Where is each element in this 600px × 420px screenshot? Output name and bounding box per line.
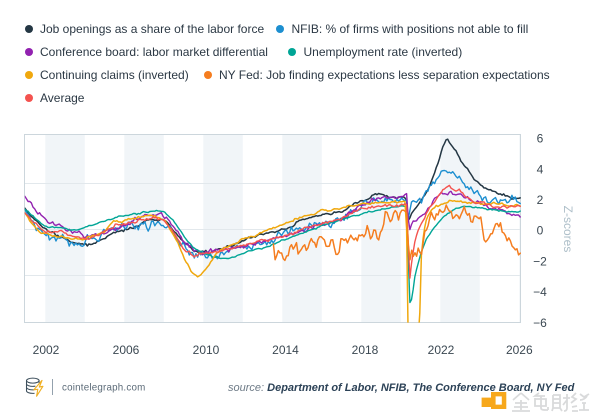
svg-text:2014: 2014 (272, 343, 299, 357)
svg-text:0: 0 (537, 224, 544, 238)
svg-text:2018: 2018 (352, 343, 379, 357)
svg-text:2026: 2026 (506, 343, 533, 357)
svg-text:6: 6 (537, 132, 544, 146)
svg-text:2022: 2022 (428, 343, 455, 357)
svg-text:4: 4 (537, 162, 544, 176)
svg-text:−6: −6 (533, 316, 547, 330)
svg-text:−2: −2 (533, 254, 547, 268)
svg-text:2002: 2002 (33, 343, 60, 357)
svg-text:2010: 2010 (193, 343, 220, 357)
svg-text:2: 2 (537, 193, 544, 207)
svg-text:2006: 2006 (113, 343, 140, 357)
svg-text:−4: −4 (533, 285, 547, 299)
